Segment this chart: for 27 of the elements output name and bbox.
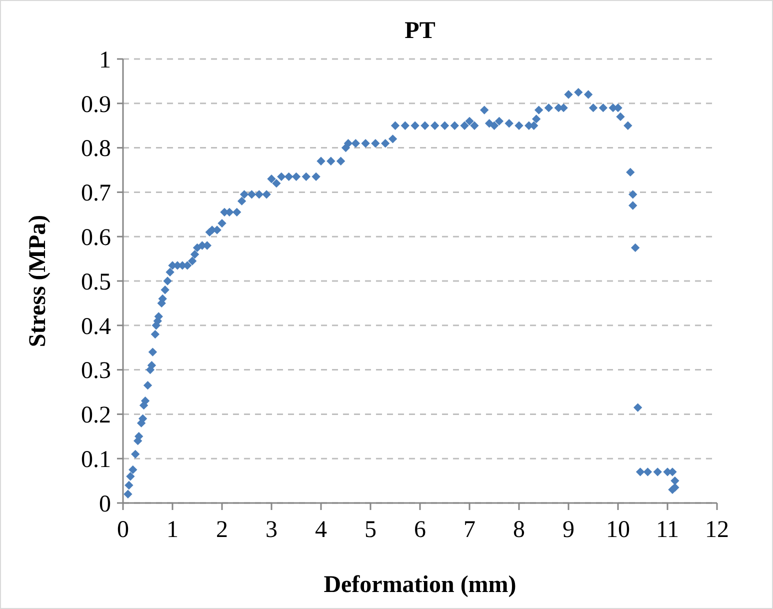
y-tick-label: 0.6 xyxy=(81,225,111,251)
x-tick-label: 1 xyxy=(166,517,178,543)
y-tick-label: 0.1 xyxy=(81,447,111,473)
y-tick-label: 0.2 xyxy=(81,402,111,429)
x-tick-label: 10 xyxy=(606,517,630,543)
y-tick-label: 0.3 xyxy=(81,358,111,384)
y-tick-label: 0.7 xyxy=(81,180,111,207)
x-tick-label: 12 xyxy=(705,517,729,543)
y-tick-label: 1 xyxy=(99,47,111,74)
x-axis-title: Deformation (mm) xyxy=(324,572,516,598)
x-tick-label: 7 xyxy=(464,517,476,543)
y-tick-label: 0.5 xyxy=(81,269,111,296)
y-tick-label: 0.8 xyxy=(81,136,111,162)
y-tick-label: 0.9 xyxy=(81,92,111,118)
y-tick-label: 0.4 xyxy=(81,314,111,340)
x-tick-label: 0 xyxy=(117,517,129,543)
x-tick-label: 9 xyxy=(562,517,574,543)
x-tick-label: 11 xyxy=(656,517,680,543)
y-tick-label: 0 xyxy=(99,491,111,518)
x-tick-label: 4 xyxy=(315,517,327,543)
x-tick-label: 2 xyxy=(216,517,228,543)
x-tick-label: 8 xyxy=(513,517,525,543)
x-tick-label: 6 xyxy=(414,517,426,543)
chart-title: PT xyxy=(404,18,436,44)
x-tick-label: 3 xyxy=(266,517,278,543)
y-axis-title: Stress (MPa) xyxy=(25,214,51,348)
x-tick-label: 5 xyxy=(364,517,376,543)
